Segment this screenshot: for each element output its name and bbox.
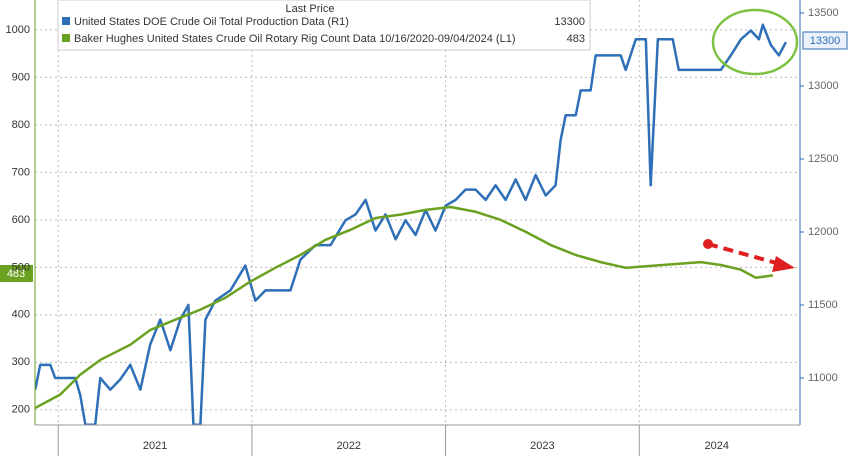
y-tick-label: 500 — [12, 261, 30, 273]
legend-value: 13300 — [554, 16, 585, 28]
highlight-ellipse — [711, 8, 799, 76]
y2-tick-label: 12000 — [808, 226, 839, 238]
x-tick-label: 2021 — [143, 440, 167, 452]
y-tick-label: 800 — [12, 119, 30, 131]
y2-tick-label: 13000 — [808, 80, 839, 92]
y-tick-label: 300 — [12, 356, 30, 368]
last-value-badge — [0, 265, 33, 282]
y-tick-label: 700 — [12, 166, 30, 178]
last-value-badge — [802, 31, 848, 50]
legend-label: Baker Hughes United States Crude Oil Rot… — [74, 33, 515, 45]
series-line — [35, 23, 787, 425]
last-value-label: 13300 — [810, 35, 841, 47]
series-line — [35, 205, 774, 410]
y2-tick-label: 13500 — [808, 7, 839, 19]
legend-value: 483 — [567, 33, 585, 45]
legend-title: Last Price — [286, 3, 335, 15]
x-tick-label: 2022 — [337, 440, 361, 452]
x-tick-label: 2023 — [530, 440, 554, 452]
legend-label: United States DOE Crude Oil Total Produc… — [74, 16, 349, 28]
y-tick-label: 200 — [12, 404, 30, 416]
grid — [35, 0, 800, 425]
legend-box — [57, 0, 591, 51]
arrow-head — [772, 256, 795, 272]
y-tick-label: 400 — [12, 309, 30, 321]
last-value-label: 483 — [7, 268, 25, 280]
y2-tick-label: 11000 — [808, 372, 838, 384]
y-tick-label: 1000 — [6, 24, 30, 36]
arrow-line — [707, 242, 781, 266]
y2-tick-label: 11500 — [808, 299, 838, 311]
y-tick-label: 600 — [12, 214, 30, 226]
y-tick-label: 900 — [12, 71, 30, 83]
legend-swatch — [62, 17, 70, 25]
x-tick-label: 2024 — [704, 440, 728, 452]
y2-tick-label: 12500 — [808, 153, 839, 165]
lines — [35, 23, 787, 425]
legend-swatch — [62, 34, 70, 42]
